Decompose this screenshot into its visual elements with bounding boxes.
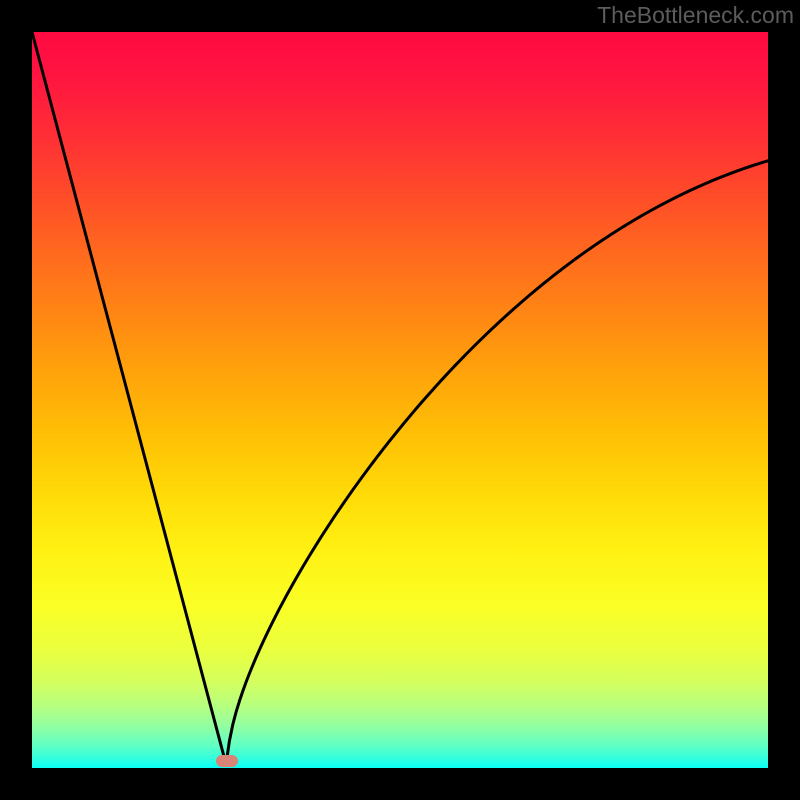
chart-container: TheBottleneck.com [0, 0, 800, 800]
watermark-text: TheBottleneck.com [597, 2, 794, 29]
bottleneck-curve [32, 32, 768, 768]
bottleneck-marker [216, 755, 238, 767]
plot-area [32, 32, 768, 768]
